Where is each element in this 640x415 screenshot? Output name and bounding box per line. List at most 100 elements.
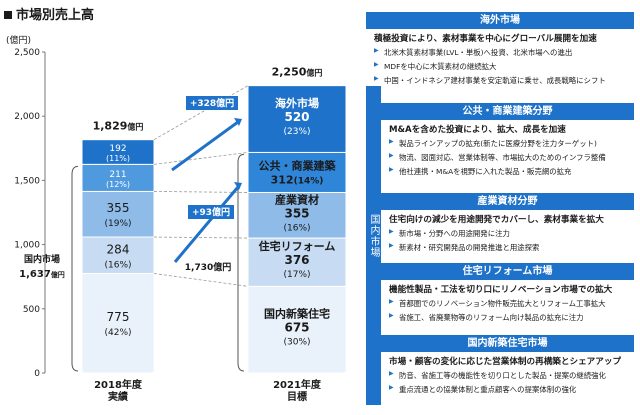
domestic-value: 1,637億円: [19, 269, 65, 280]
section-item: 防音、省施工等の機能性を切り口とした製品・提案の継続強化: [389, 370, 630, 381]
segment-value: 675: [284, 321, 309, 335]
bar-segment: [81, 272, 155, 374]
section-item: 首都圏でのリノベーション物件販売拡大とリフォーム工事拡大: [389, 298, 630, 309]
connector-line: [153, 152, 249, 165]
bar-segment: [247, 285, 347, 374]
domestic-label: 国内市場: [24, 253, 60, 265]
total-unit: 億円: [127, 122, 143, 132]
section-lead: M&Aを含めた投資により、拡大、成長を加速: [389, 125, 566, 135]
page-title: 市場別売上高: [4, 4, 94, 23]
section-item: 省施工、省廃棄物等のリフォーム向け製品の拡充に注力: [389, 312, 630, 323]
arrow-overseas: [171, 120, 239, 172]
segment-value: 376: [284, 253, 309, 267]
section-body: 積極投資により、素材事業を中心にグローバル展開を加速 北米木質素材事業(LVL・…: [366, 29, 634, 86]
total-label: 1,829億円: [93, 120, 144, 133]
arrow-public: [173, 186, 240, 263]
section-public: 公共・商業建築分野 M&Aを含めた投資により、拡大、成長を加速 製品ラインアップ…: [381, 103, 634, 180]
segment-share: (30%): [283, 338, 310, 348]
segment-share: (19%): [104, 219, 131, 229]
segment-name: 産業資材: [275, 192, 319, 206]
segment-share: (17%): [283, 270, 310, 280]
segment-share: (42%): [104, 328, 131, 338]
segment-value: 775: [107, 310, 130, 324]
badge-overseas: [186, 96, 238, 110]
bar-segment: [247, 237, 347, 287]
section-body: 市場・顧客の変化に応じた営業体制の再構築とシェアアップ 防音、省施工等の機能性を…: [381, 352, 634, 395]
y-tick-label: 1,000: [14, 241, 40, 251]
section-lead: 機能性製品・工法を切り口にリノベーション市場での拡大: [389, 285, 613, 295]
section-item: MDFを中心に木質素材の継続拡大: [374, 61, 630, 72]
domestic-2021-value: 1,730億円: [185, 261, 231, 273]
segment-value: 284: [107, 242, 130, 256]
segment-share: (14%): [294, 176, 324, 186]
y-tick-label: 500: [23, 305, 40, 315]
title-marker: [4, 11, 12, 19]
segment-name: 国内新築住宅: [264, 307, 330, 321]
total-value: 1,829: [93, 120, 128, 133]
badge-public: [188, 205, 234, 219]
section-title: 住宅リフォーム市場: [381, 263, 634, 280]
y-tick-label: 2,000: [14, 112, 40, 122]
segment-name: 住宅リフォーム: [259, 239, 336, 253]
category-label: 実績: [108, 390, 128, 403]
category-label: 2021年度: [273, 378, 322, 391]
badge-public-text: +93億円: [192, 206, 230, 218]
category-label: 目標: [287, 390, 307, 403]
segment-value: 211: [109, 170, 126, 180]
y-tick-label: 2,500: [14, 48, 40, 58]
connector-line: [153, 236, 249, 239]
domestic-bracket: [71, 165, 79, 372]
connector-line: [153, 191, 249, 193]
segment-share: (23%): [283, 127, 310, 137]
section-item: 重点流通との協業体制と重点顧客への提案体制の強化: [389, 384, 630, 395]
total-label: 2,250億円: [272, 66, 323, 79]
segment-value: 355: [107, 201, 130, 215]
y-tick-label: 1,500: [14, 176, 40, 186]
section-item: 新市場・分野への用途開発に注力: [389, 228, 630, 239]
segment-share: (12%): [106, 180, 130, 189]
section-item: 物流、図面対応、営業体制等、市場拡大のためのインフラ整備: [389, 152, 630, 163]
y-axis-unit: (億円): [6, 36, 32, 46]
y-tick-label: 0: [34, 369, 40, 379]
connector-line: [153, 85, 249, 141]
section-industrial: 産業資材分野 住宅向けの減少を用途開発でカバーし、素材事業を拡大 新市場・分野へ…: [381, 193, 634, 256]
section-title: 産業資材分野: [381, 193, 634, 210]
section-body: M&Aを含めた投資により、拡大、成長を加速 製品ラインアップの拡充(新たに医療分…: [381, 120, 634, 177]
segment-value: 312(14%): [271, 173, 324, 186]
section-item: 中国・インドネシア建材事業を安定軌道に乗せ、成長戦略にシフト: [374, 75, 630, 86]
segment-value: 192: [109, 144, 126, 154]
category-label: 2018年度: [94, 378, 143, 391]
segment-name: 海外市場: [275, 96, 319, 110]
section-item: 北米木質素材事業(LVL・単板)へ投資、北米市場への進出: [374, 47, 630, 58]
domestic-bracket: [237, 153, 245, 372]
segment-value: 520: [284, 110, 309, 124]
section-newhouse: 国内新築住宅市場 市場・顧客の変化に応じた営業体制の再構築とシェアアップ 防音、…: [381, 335, 634, 398]
market-sales-chart: 05001,0001,5002,0002,5002018年度実績1,829億円2…: [14, 48, 347, 403]
bar-segment: [247, 151, 347, 193]
connector-line: [153, 273, 249, 287]
bar-segment: [247, 191, 347, 239]
section-item: 他社連携・M&Aを視野に入れた製品・販売網の拡充: [389, 166, 630, 177]
segment-value: 355: [284, 206, 309, 220]
bar-segment: [247, 85, 347, 153]
arrow-public-head: [234, 182, 242, 190]
section-title: 国内新築住宅市場: [381, 335, 634, 352]
domestic-market-band: 国内市場: [366, 66, 381, 405]
segment-share: (11%): [106, 154, 130, 163]
badge-overseas-text: +328億円: [190, 97, 234, 109]
page-title-text: 市場別売上高: [16, 8, 95, 23]
bar-segment: [81, 139, 155, 165]
arrow-overseas-head: [234, 118, 242, 126]
section-item: 新素材・研究開発品の開発推進と用途探索: [389, 242, 630, 253]
section-lead: 市場・顧客の変化に応じた営業体制の再構築とシェアアップ: [389, 357, 622, 367]
section-lead: 積極投資により、素材事業を中心にグローバル展開を加速: [374, 34, 597, 44]
total-unit: 億円: [306, 68, 322, 78]
section-body: 機能性製品・工法を切り口にリノベーション市場での拡大 首都圏でのリノベーション物…: [381, 280, 634, 323]
segment-share: (16%): [283, 223, 310, 233]
section-overseas: 海外市場 積極投資により、素材事業を中心にグローバル展開を加速 北米木質素材事業…: [366, 12, 634, 89]
section-title: 海外市場: [366, 12, 634, 29]
segment-share: (16%): [104, 260, 131, 270]
section-reform: 住宅リフォーム市場 機能性製品・工法を切り口にリノベーション市場での拡大 首都圏…: [381, 263, 634, 326]
section-item: 製品ラインアップの拡充(新たに医療分野を注力ターゲット): [389, 138, 630, 149]
domestic-unit: 億円: [51, 270, 65, 279]
